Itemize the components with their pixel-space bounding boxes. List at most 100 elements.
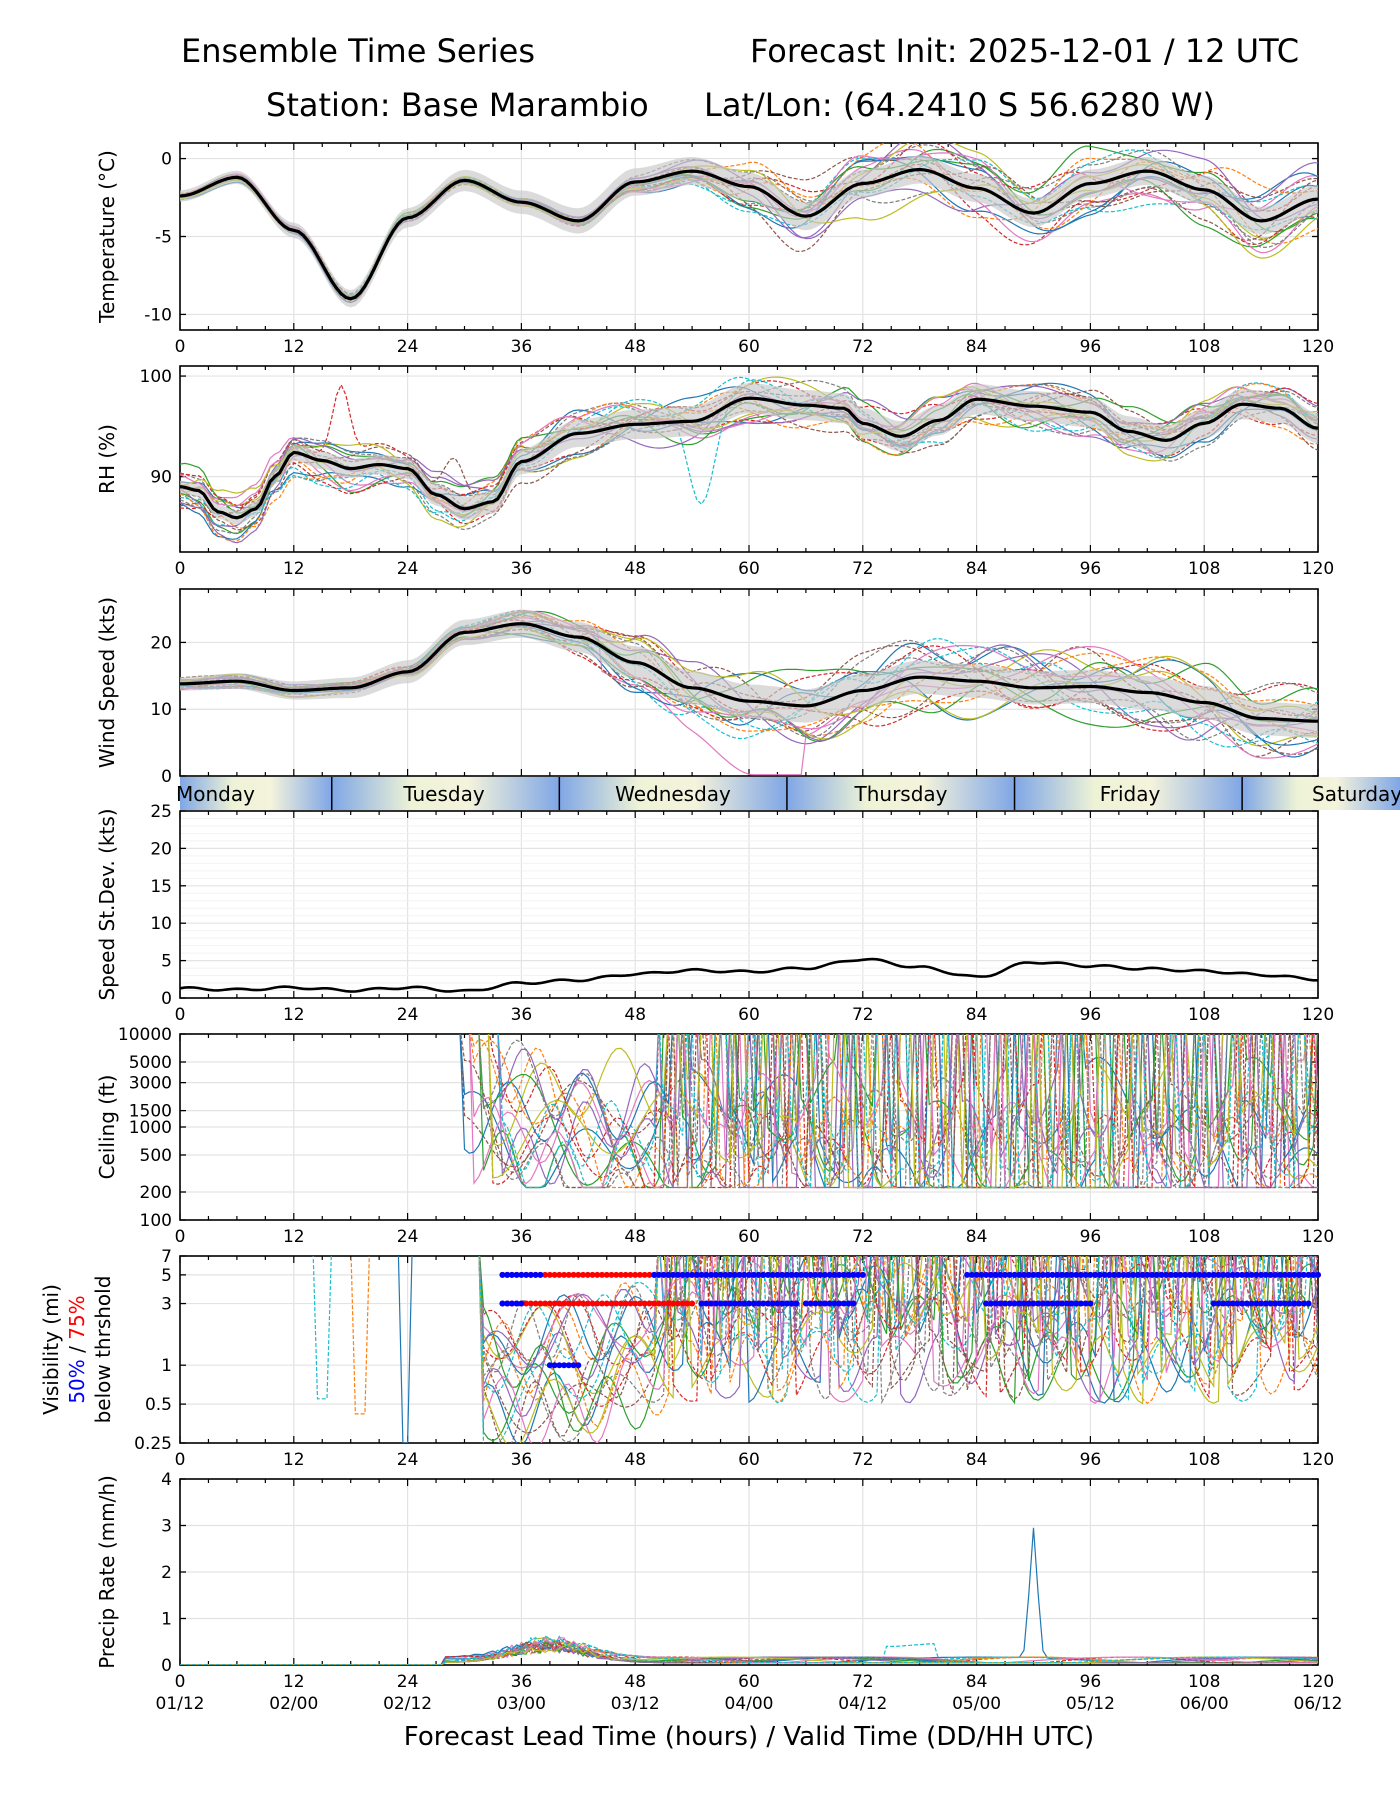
wind-ensemble-mean [180, 622, 1318, 723]
x-valid-time-label: 03/12 [611, 1694, 660, 1714]
vis-75-dot [561, 1271, 568, 1278]
vis-50-dot [1291, 1271, 1298, 1278]
vis-50-dot [845, 1271, 852, 1278]
vis-50-dot [1201, 1271, 1208, 1278]
x-tick-label: 36 [511, 337, 533, 357]
day-label-saturday: Saturday [1312, 782, 1400, 806]
vis-50-dot [798, 1271, 805, 1278]
vis-50-dot [1286, 1300, 1293, 1307]
vis-50-dot [1253, 1271, 1260, 1278]
vis-75-dot [632, 1300, 639, 1307]
x-tick-label: 72 [852, 1450, 874, 1470]
vis-50-dot [1158, 1271, 1165, 1278]
vis-50-dot [655, 1271, 662, 1278]
day-segment [559, 777, 787, 810]
y-tick-label: 3 [161, 1295, 172, 1315]
vis-50-dot [1215, 1271, 1222, 1278]
vis-50-dot [741, 1271, 748, 1278]
vis-75-dot [617, 1300, 624, 1307]
vis-75-dot [670, 1300, 677, 1307]
vis-50-dot [736, 1300, 743, 1307]
x-tick-label: 0 [175, 559, 186, 579]
x-tick-label: 108 [1188, 559, 1220, 579]
precip-members [180, 1527, 1318, 1665]
wind-spread-band [180, 609, 1318, 738]
vis-member-line [478, 1256, 1318, 1404]
vis-50-dot [992, 1271, 999, 1278]
vis-50-dot [840, 1271, 847, 1278]
x-tick-label: 96 [1080, 1672, 1102, 1692]
vis-50-dot [1186, 1271, 1193, 1278]
x-tick-label: 12 [283, 1672, 305, 1692]
x-tick-label: 108 [1188, 1005, 1220, 1025]
vis-50-dot [1111, 1271, 1118, 1278]
vis-50-dot [1191, 1271, 1198, 1278]
x-tick-label: 72 [852, 1672, 874, 1692]
vis-50-dot [1106, 1271, 1113, 1278]
vis-50-dot [1082, 1300, 1089, 1307]
vis-50-dot [1305, 1300, 1312, 1307]
vis-50-dot [532, 1271, 539, 1278]
vis-75-dot [641, 1271, 648, 1278]
rh-ylabel: RH (%) [95, 424, 119, 494]
vis-50-dot [1296, 1271, 1303, 1278]
vis-75-dot [523, 1300, 530, 1307]
vis-50-dot [1182, 1271, 1189, 1278]
vis-50-dot [1049, 1271, 1056, 1278]
vis-50-dot [1077, 1300, 1084, 1307]
y-tick-label: 0 [161, 767, 172, 787]
vis-50-dot [717, 1300, 724, 1307]
wind-mean-group [180, 609, 1318, 738]
vis-75-dot [575, 1300, 582, 1307]
y-tick-label: 25 [150, 802, 172, 822]
y-tick-label: 200 [140, 1183, 172, 1203]
vis-50-dot [1016, 1271, 1023, 1278]
vis-50-dot [731, 1271, 738, 1278]
vis-50-dot [1044, 1271, 1051, 1278]
vis-50-dot [736, 1271, 743, 1278]
vis-75-dot [646, 1300, 653, 1307]
x-tick-label: 0 [175, 1005, 186, 1025]
vis-50-dot [812, 1300, 819, 1307]
vis-50-dot [518, 1300, 525, 1307]
vis-75-dot [636, 1271, 643, 1278]
vis-50-dot [717, 1271, 724, 1278]
vis-50-dot [821, 1300, 828, 1307]
vis-member-line [478, 1256, 1318, 1405]
x-valid-time-label: 05/00 [952, 1694, 1001, 1714]
vis-50-dot [807, 1300, 814, 1307]
y-tick-label: 100 [140, 1211, 172, 1231]
vis-50-dot [703, 1271, 710, 1278]
vis-50-dot [1310, 1271, 1317, 1278]
vis-75-dot [613, 1271, 620, 1278]
x-tick-label: 84 [966, 337, 988, 357]
vis-50-dot [769, 1271, 776, 1278]
rh-spread-band [180, 383, 1318, 525]
vis-50-dot [499, 1271, 506, 1278]
ceiling-member-line [459, 1034, 1318, 1189]
y-tick-label: 1500 [129, 1102, 172, 1122]
vis-75-dot [599, 1300, 606, 1307]
y-tick-label: 100 [140, 367, 172, 387]
precip-member-line [180, 1635, 1318, 1665]
x-tick-label: 72 [852, 1227, 874, 1247]
vis-50-dot [546, 1362, 553, 1369]
vis-50-dot [746, 1300, 752, 1307]
vis-75-dot [622, 1271, 629, 1278]
vis-50-dot [1068, 1271, 1075, 1278]
vis-75-dot [570, 1271, 577, 1278]
vis-50-dot [1130, 1271, 1137, 1278]
vis-50-dot [1134, 1271, 1141, 1278]
x-tick-label: 36 [511, 559, 533, 579]
x-valid-time-label: 04/00 [725, 1694, 774, 1714]
vis-50-dot [1063, 1271, 1070, 1278]
vis-50-dot [1215, 1300, 1222, 1307]
x-tick-label: 0 [175, 337, 186, 357]
vis-75-dot [542, 1271, 549, 1278]
vis-75-dot [537, 1300, 544, 1307]
figure-title: Ensemble Time Series [181, 32, 535, 70]
vis-50-dot [1248, 1300, 1255, 1307]
vis-50-dot [802, 1300, 809, 1307]
vis-member-line [478, 1256, 1318, 1443]
